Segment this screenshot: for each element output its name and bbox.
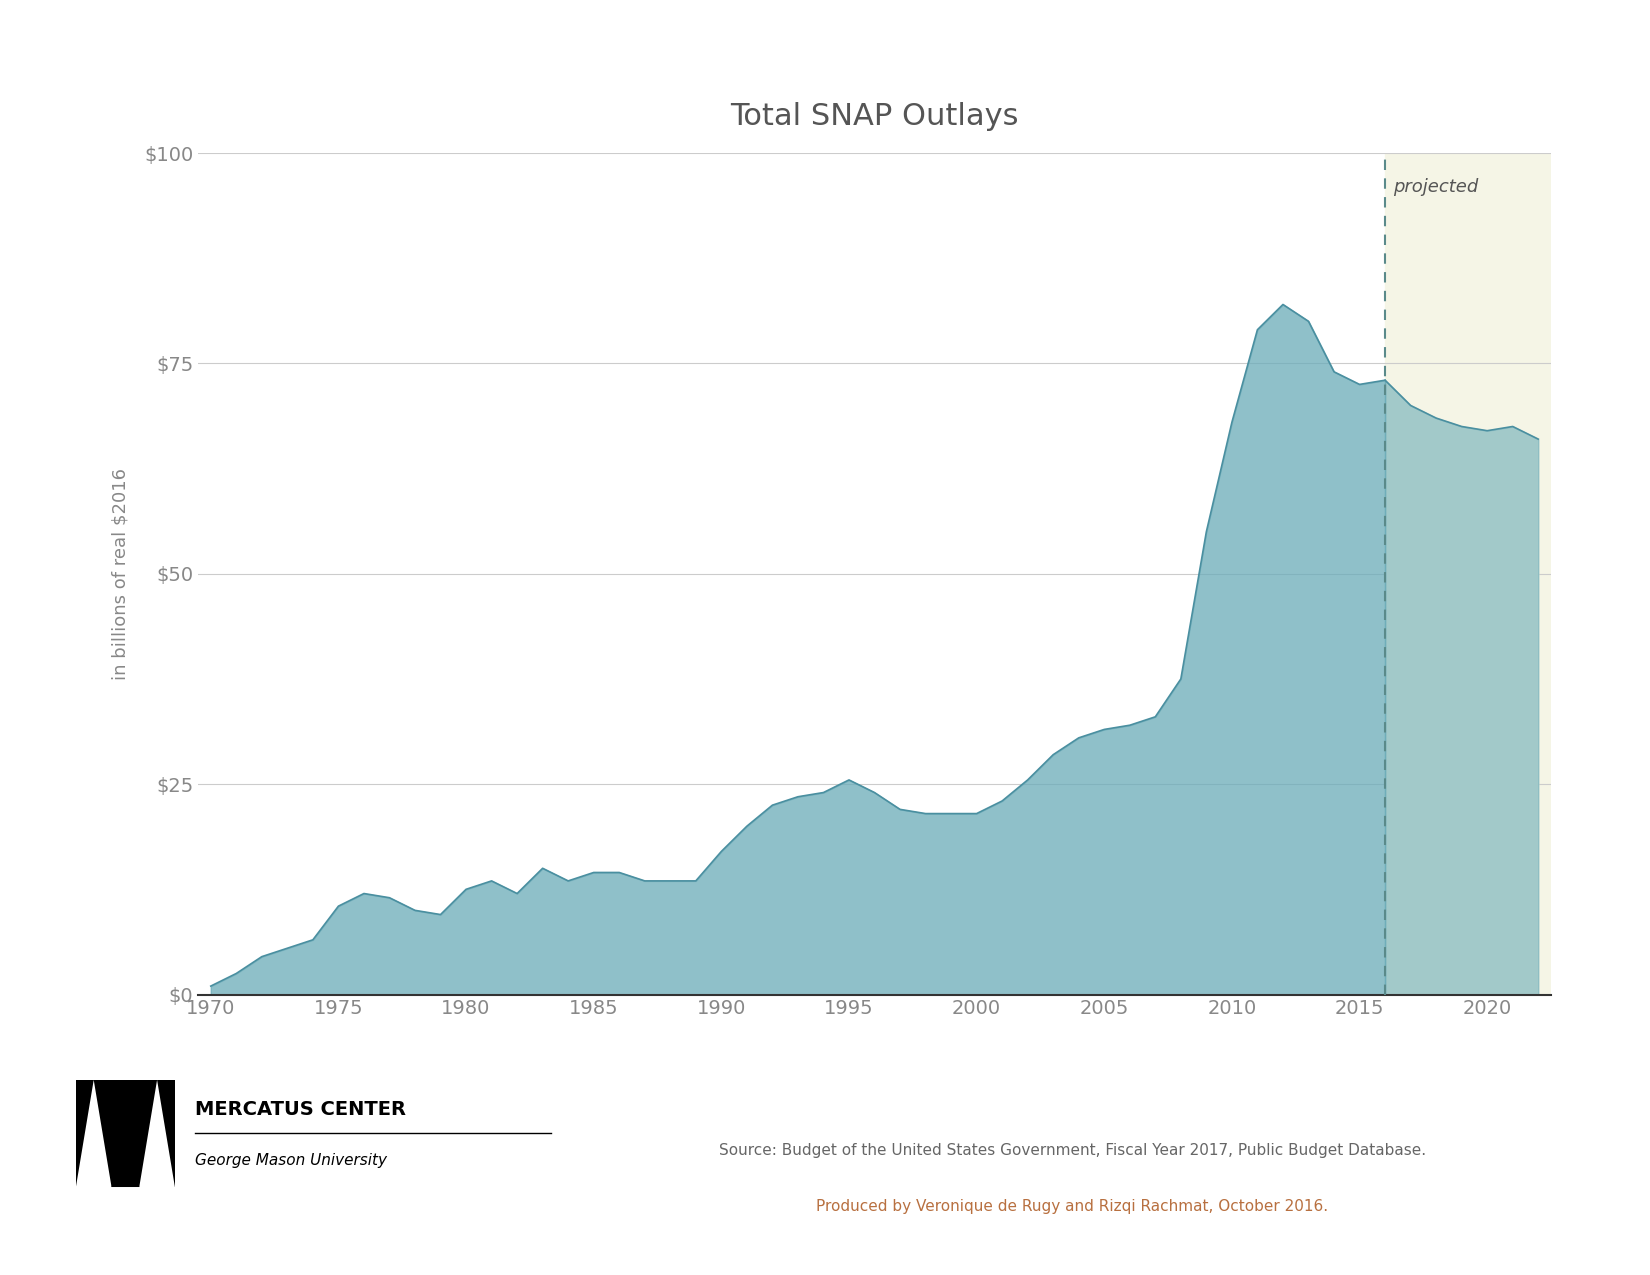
Bar — [1384, 153, 1551, 994]
Y-axis label: in billions of real $2016: in billions of real $2016 — [112, 468, 130, 680]
Bar — [76, 1080, 175, 1187]
Polygon shape — [112, 1117, 139, 1187]
Title: Total SNAP Outlays: Total SNAP Outlays — [731, 102, 1018, 131]
Polygon shape — [139, 1080, 175, 1187]
Text: MERCATUS CENTER: MERCATUS CENTER — [195, 1100, 406, 1119]
Text: Source: Budget of the United States Government, Fiscal Year 2017, Public Budget : Source: Budget of the United States Gove… — [719, 1142, 1426, 1158]
Text: Produced by Veronique de Rugy and Rizqi Rachmat, October 2016.: Produced by Veronique de Rugy and Rizqi … — [817, 1200, 1328, 1214]
Text: George Mason University: George Mason University — [195, 1153, 386, 1168]
Text: projected: projected — [1393, 179, 1478, 196]
Polygon shape — [76, 1080, 112, 1187]
